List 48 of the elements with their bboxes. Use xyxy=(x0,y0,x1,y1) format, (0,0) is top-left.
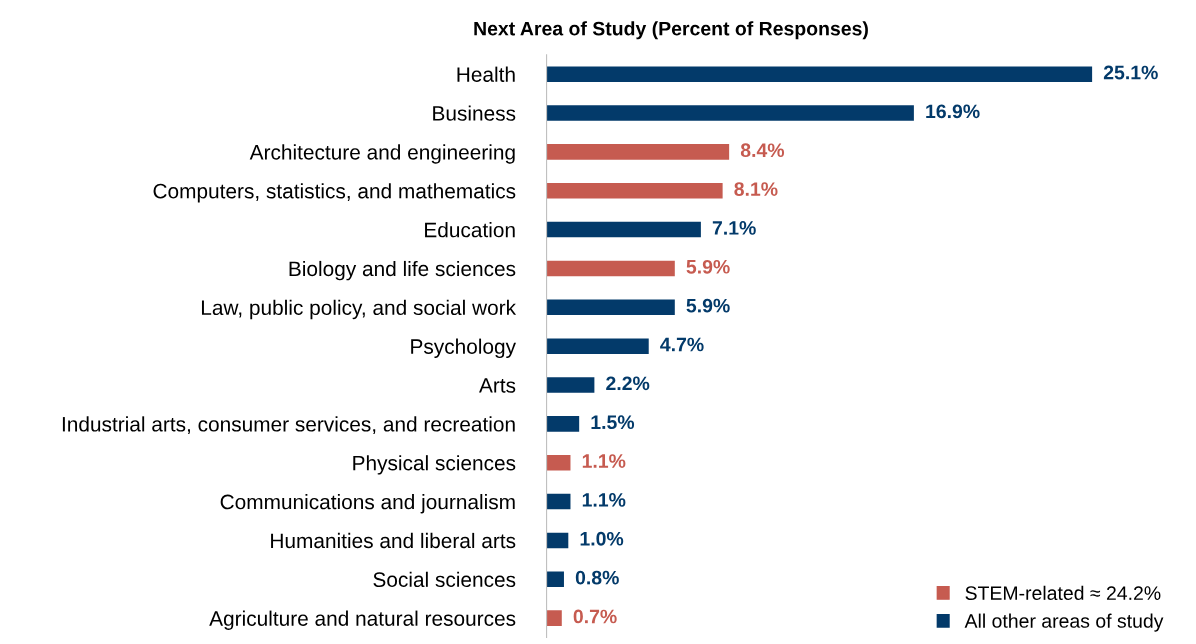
y-tick-label: Arts xyxy=(479,378,516,393)
bar xyxy=(546,416,580,432)
y-tick-label: Industrial arts, consumer services, and recreation xyxy=(62,416,515,435)
y-tick-label: Health xyxy=(457,66,515,82)
data-label: 1.1% xyxy=(582,493,626,507)
data-label: 8.1% xyxy=(734,182,778,196)
bar xyxy=(546,299,675,316)
data-label: 1.5% xyxy=(591,415,635,430)
data-label: 5.9% xyxy=(686,259,730,274)
legend-label: STEM-related ≈ 24.2% xyxy=(965,585,1161,601)
bar xyxy=(546,377,595,393)
bar xyxy=(546,105,914,121)
bar xyxy=(546,221,701,238)
y-tick-label: Social sciences xyxy=(373,571,516,588)
bar xyxy=(546,260,675,277)
y-tick-label: Communications and journalism xyxy=(220,494,515,514)
chart-title: Next Area of Study (Percent of Responses) xyxy=(474,21,868,40)
y-tick-label: Law, public policy, and social work xyxy=(201,299,517,320)
data-label: 0.8% xyxy=(575,570,619,585)
bar xyxy=(546,66,1093,82)
bar xyxy=(546,493,571,510)
data-label: 25.1% xyxy=(1103,65,1158,80)
y-tick-label: Humanities and liberal arts xyxy=(271,532,516,549)
data-label: 2.2% xyxy=(606,376,650,391)
y-tick-label: Physical sciences xyxy=(353,455,516,475)
data-label: 1.0% xyxy=(580,531,624,546)
data-label: 0.7% xyxy=(573,609,617,624)
data-label: 1.1% xyxy=(582,454,626,468)
data-label: 4.7% xyxy=(660,337,704,352)
bar xyxy=(546,571,564,588)
data-label: 16.9% xyxy=(926,104,980,119)
bar xyxy=(546,182,723,199)
data-label: 8.4% xyxy=(740,143,785,158)
bar xyxy=(546,610,562,626)
data-label: 5.9% xyxy=(686,298,730,313)
legend-label: All other areas of study xyxy=(964,613,1164,632)
y-tick-label: Architecture and engineering xyxy=(249,144,515,164)
y-tick-label: Biology and life sciences xyxy=(289,260,516,281)
y-tick-label: Business xyxy=(433,105,516,121)
data-label: 7.1% xyxy=(712,221,756,235)
bar xyxy=(546,144,730,160)
y-tick-label: Psychology xyxy=(411,338,516,359)
bar xyxy=(546,338,649,354)
y-tick-label: Education xyxy=(425,222,515,238)
bar xyxy=(546,454,571,471)
y-tick-label: Agriculture and natural resources xyxy=(209,610,516,630)
y-tick-label: Computers, statistics, and mathematics xyxy=(153,183,516,203)
bar xyxy=(546,532,569,549)
